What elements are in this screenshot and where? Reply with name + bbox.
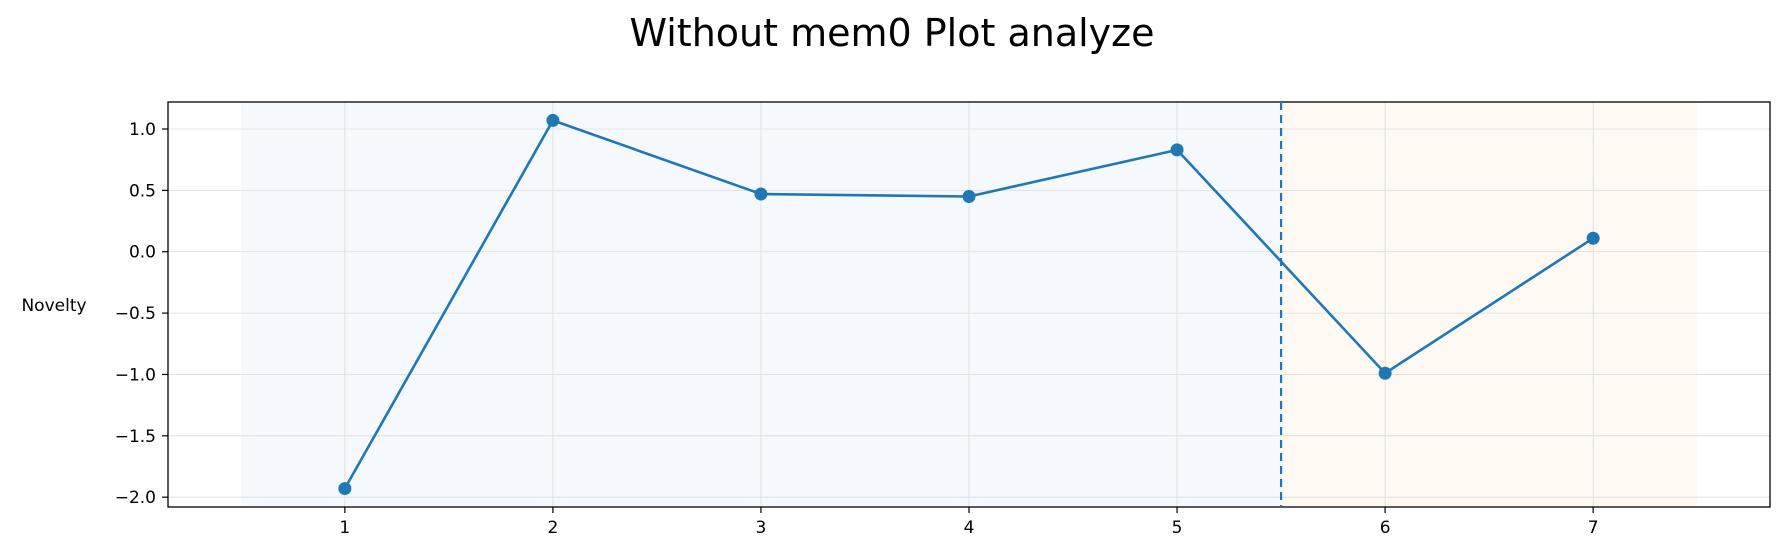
- data-point-7: [1586, 231, 1600, 245]
- x-tick-label-6: 6: [1380, 518, 1391, 538]
- data-point-5: [1170, 143, 1184, 157]
- y-tick-label-2: −1.5: [115, 427, 156, 447]
- y-tick-label-4: −0.5: [115, 304, 156, 324]
- chart-title: Without mem0 Plot analyze: [630, 11, 1155, 55]
- y-tick-label-3: −1.0: [115, 365, 156, 385]
- data-point-4: [962, 190, 976, 203]
- y-axis-label: Novelty: [21, 296, 86, 316]
- data-point-2: [546, 113, 560, 127]
- y-tick-label-6: 0.5: [129, 181, 156, 201]
- x-tick-label-1: 1: [339, 518, 350, 538]
- data-point-6: [1378, 366, 1392, 380]
- y-axis-ticks: −2.0 −1.5 −1.0 −0.5 0.0 0.5 1.0: [115, 120, 168, 508]
- y-tick-label-7: 1.0: [129, 120, 156, 140]
- x-tick-label-4: 4: [964, 518, 975, 538]
- x-tick-label-3: 3: [756, 518, 767, 538]
- series-points: [338, 113, 1600, 496]
- x-tick-label-7: 7: [1588, 518, 1599, 538]
- y-tick-label-1: −2.0: [115, 488, 156, 508]
- x-tick-label-5: 5: [1172, 518, 1183, 538]
- x-tick-label-2: 2: [547, 518, 558, 538]
- data-point-1: [338, 482, 352, 496]
- y-tick-label-5: 0.0: [129, 243, 156, 263]
- x-axis-ticks: 1 2 3 4 5 6 7: [339, 507, 1599, 538]
- grid-lines: [168, 102, 1770, 507]
- data-point-3: [754, 187, 768, 201]
